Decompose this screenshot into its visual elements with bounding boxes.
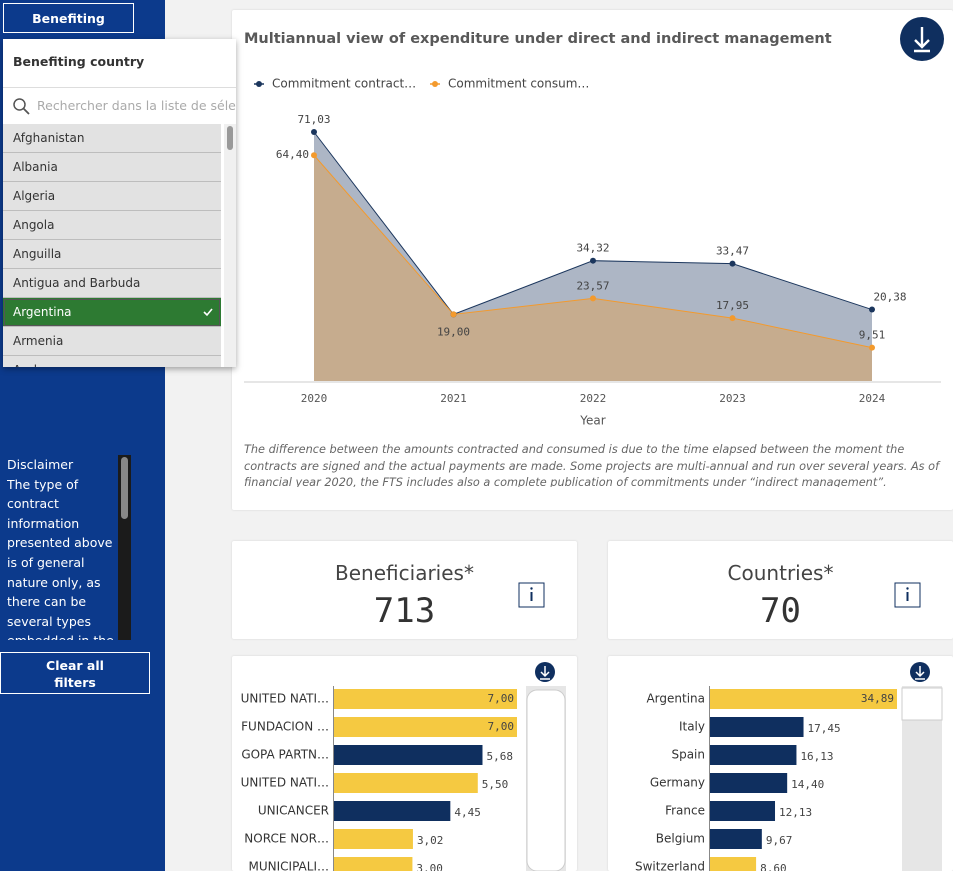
dropdown-item[interactable]: Algeria [3, 182, 221, 211]
kpi-card: Beneficiaries* 713 [232, 541, 577, 639]
kpi-card: Countries* 70 [608, 541, 953, 639]
item-label: Angola [13, 218, 55, 232]
item-label: Albania [13, 160, 58, 174]
dropdown-item[interactable]: Aruba [3, 356, 221, 367]
line-chart-card [232, 10, 953, 510]
kpi-value: 713 [373, 591, 436, 631]
dropdown-item[interactable]: Anguilla [3, 240, 221, 269]
kpi-label: Countries* [727, 561, 834, 585]
item-label: Antigua and Barbuda [13, 276, 141, 290]
item-label: Aruba [13, 363, 49, 367]
scrollbar [224, 124, 236, 367]
separator [3, 87, 236, 88]
dropdown-item[interactable]: Angola [3, 211, 221, 240]
disclaimer-text: The type of contract information present… [7, 476, 114, 640]
scroll-thumb[interactable] [121, 457, 128, 519]
kpi-value: 70 [760, 591, 801, 631]
dropdown-item[interactable]: Armenia [3, 327, 221, 356]
clear-filters-button[interactable]: Clear all filters [0, 652, 150, 694]
dropdown-item[interactable]: Argentina [3, 298, 221, 327]
search-icon [13, 98, 30, 115]
scroll-thumb[interactable] [227, 126, 233, 150]
dropdown: Benefiting country Rechercher dans la li… [3, 39, 236, 367]
chart-note: The difference between the amounts contr… [244, 443, 940, 487]
bar-chart-card [608, 656, 953, 871]
dropdown-title: Benefiting country [13, 54, 145, 69]
disclaimer-title: Disclaimer [7, 457, 74, 472]
disclaimer: Disclaimer The type of contract informat… [7, 455, 117, 640]
bar-chart-card [232, 656, 577, 871]
item-label: Anguilla [13, 247, 62, 261]
dropdown-item[interactable]: Afghanistan [3, 124, 221, 153]
check-icon [203, 308, 213, 317]
dropdown-list: Afghanistan Albania Algeria Angola Anguilla A… [3, 124, 221, 367]
item-label: Afghanistan [13, 131, 85, 145]
search-input[interactable]: Rechercher dans la liste de sélectio [37, 98, 236, 113]
kpi-label: Beneficiaries* [335, 561, 474, 585]
filter-button[interactable]: Benefiting country [3, 3, 134, 56]
item-label: Armenia [13, 334, 64, 348]
item-label: Argentina [13, 305, 72, 319]
dropdown-item[interactable]: Antigua and Barbuda [3, 269, 221, 298]
item-label: Algeria [13, 189, 56, 203]
dropdown-item[interactable]: Albania [3, 153, 221, 182]
